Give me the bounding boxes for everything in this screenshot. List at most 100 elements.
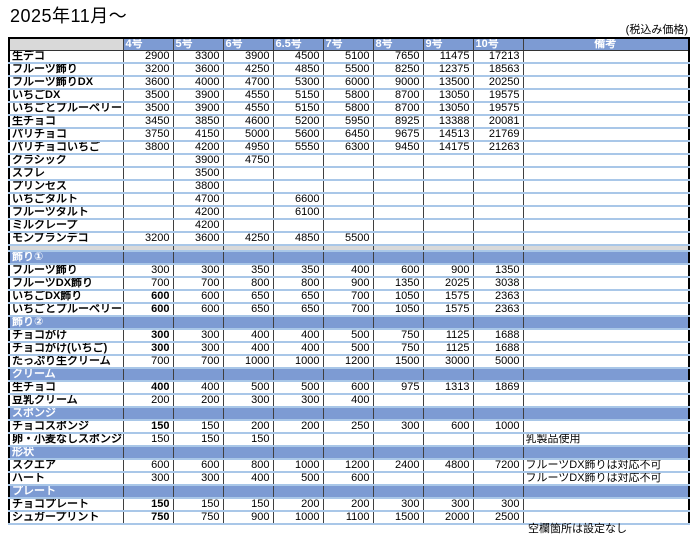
price-cell: [123, 219, 174, 233]
remark-cell: [523, 102, 689, 116]
price-cell: [473, 433, 524, 447]
section-empty-cell: [223, 446, 274, 460]
price-cell: 5150: [273, 89, 324, 103]
price-cell: 150: [123, 433, 174, 447]
section-empty-cell: [223, 407, 274, 421]
price-cell: 4550: [223, 89, 274, 103]
price-cell: 2363: [473, 290, 524, 304]
price-cell: 5800: [323, 89, 374, 103]
remark-cell: [523, 154, 689, 168]
table-row: フルーツタルト 4200 6100: [9, 206, 689, 220]
section-empty-cell: [173, 446, 224, 460]
price-cell: 700: [173, 277, 224, 291]
price-cell: 6100: [273, 206, 324, 220]
product-name-cell: いちごとブルーベリー: [9, 303, 124, 317]
price-cell: 5800: [323, 102, 374, 116]
section-empty-cell: [523, 251, 689, 265]
section-header-row: 形状: [9, 446, 689, 460]
price-cell: [423, 394, 474, 408]
price-cell: 5100: [323, 50, 374, 64]
gap-cell: [523, 245, 689, 252]
price-cell: 4950: [223, 141, 274, 155]
gap-cell: [373, 245, 424, 252]
price-cell: 750: [373, 342, 424, 356]
price-cell: [323, 219, 374, 233]
price-cell: 4000: [173, 76, 224, 90]
price-cell: 600: [123, 303, 174, 317]
product-name-cell: チョコプレート: [9, 498, 124, 512]
section-empty-cell: [473, 485, 524, 499]
product-name-cell: チョコスポンジ: [9, 420, 124, 434]
price-cell: [423, 154, 474, 168]
price-cell: 800: [223, 459, 274, 473]
price-cell: [123, 167, 174, 181]
price-cell: [273, 219, 324, 233]
price-cell: 1200: [323, 459, 374, 473]
product-name-cell: スクエア: [9, 459, 124, 473]
price-table: 4号 5号 6号 6.5号 7号 8号 9号 10号 備考 生デコ 2900 3300 3900 450…: [8, 37, 690, 525]
price-cell: 14513: [423, 128, 474, 142]
price-cell: 300: [373, 498, 424, 512]
price-cell: 2400: [373, 459, 424, 473]
price-cell: 500: [273, 472, 324, 486]
section-empty-cell: [223, 368, 274, 382]
price-cell: 5550: [273, 141, 324, 155]
price-cell: 500: [273, 381, 324, 395]
price-cell: 150: [173, 420, 224, 434]
column-header: 7号: [323, 38, 374, 51]
section-empty-cell: [273, 368, 324, 382]
price-cell: [223, 167, 274, 181]
price-cell: [323, 433, 374, 447]
remark-cell: [523, 394, 689, 408]
price-cell: 5600: [273, 128, 324, 142]
price-cell: 4800: [423, 459, 474, 473]
price-cell: [373, 193, 424, 207]
price-cell: 600: [173, 303, 224, 317]
price-cell: 975: [373, 381, 424, 395]
price-cell: 5000: [223, 128, 274, 142]
table-row: パリチョコ 3750 4150 5000 5600 6450 9675 14513 21769: [9, 128, 689, 142]
price-cell: 3900: [223, 50, 274, 64]
table-row: いちごDX 3500 3900 4550 5150 5800 8700 13050 19575: [9, 89, 689, 103]
section-header-row: スポンジ: [9, 407, 689, 421]
price-cell: 150: [123, 498, 174, 512]
remark-cell: [523, 115, 689, 129]
price-cell: 600: [373, 264, 424, 278]
table-row: 卵・小麦なしスポンジ 150 150 150 乳製品使用: [9, 433, 689, 447]
remark-cell: [523, 219, 689, 233]
table-row: チョコスポンジ 150 150 200 200 250 300 600 1000: [9, 420, 689, 434]
price-cell: 3600: [173, 63, 224, 77]
section-title-cell: 飾り②: [9, 316, 124, 330]
table-row: フルーツ飾り 3200 3600 4250 4850 5500 8250 12375 18563: [9, 63, 689, 77]
price-cell: 4700: [173, 193, 224, 207]
column-header: 5号: [173, 38, 224, 51]
section-empty-cell: [123, 446, 174, 460]
price-cell: 6000: [323, 76, 374, 90]
product-name-cell: クラシック: [9, 154, 124, 168]
table-row: フルーツ飾りDX 3600 4000 4700 5300 6000 9000 13500 202…: [9, 76, 689, 90]
product-name-cell: 卵・小麦なしスポンジ: [9, 433, 124, 447]
table-row: 豆乳クリーム 200 200 300 300 400: [9, 394, 689, 408]
product-name-cell: モンブランデコ: [9, 232, 124, 246]
section-empty-cell: [273, 316, 324, 330]
price-cell: 8700: [373, 89, 424, 103]
price-cell: [373, 232, 424, 246]
section-header-row: プレート: [9, 485, 689, 499]
price-cell: 700: [123, 277, 174, 291]
price-cell: 1869: [473, 381, 524, 395]
remark-cell: 乳製品使用: [523, 433, 689, 447]
section-header-row: 飾り①: [9, 251, 689, 265]
remark-cell: [523, 63, 689, 77]
price-cell: [223, 180, 274, 194]
column-header: 4号: [123, 38, 174, 51]
table-row: スクエア 600 600 800 1000 1200 2400 4800 7200 フルーツDX飾…: [9, 459, 689, 473]
price-cell: [123, 180, 174, 194]
section-empty-cell: [273, 485, 324, 499]
price-cell: [323, 193, 374, 207]
section-header-row: 飾り②: [9, 316, 689, 330]
price-cell: 7650: [373, 50, 424, 64]
price-cell: 5950: [323, 115, 374, 129]
price-cell: 3900: [173, 89, 224, 103]
product-name-cell: 生デコ: [9, 50, 124, 64]
section-header-row: クリーム: [9, 368, 689, 382]
